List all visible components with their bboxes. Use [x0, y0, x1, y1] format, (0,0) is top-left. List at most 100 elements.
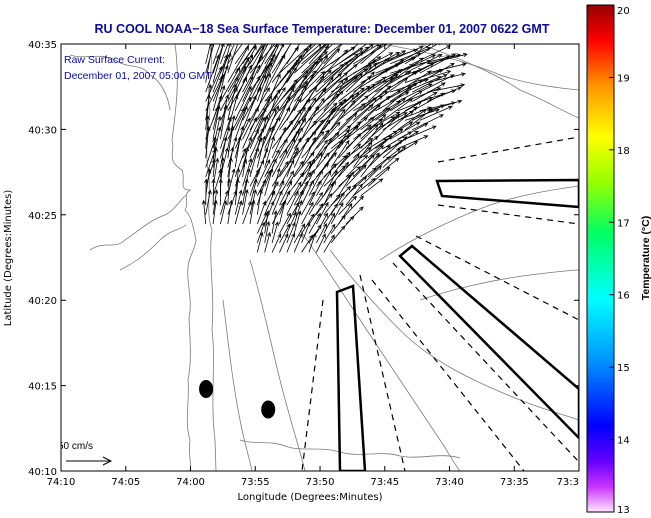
colorbar-tick-label: 13 [617, 505, 630, 516]
current-vector [375, 112, 408, 131]
y-axis-label: Latitude (Degrees:Minutes) [3, 190, 14, 327]
current-vector [293, 70, 326, 102]
current-vector [279, 44, 292, 64]
current-vector [360, 44, 385, 65]
current-vector [286, 44, 300, 65]
current-vector [293, 50, 328, 83]
current-vector [234, 45, 257, 83]
shipping-lane-southeast [398, 244, 579, 440]
current-vector [330, 161, 349, 187]
current-vector [301, 55, 328, 93]
current-vector [271, 233, 282, 253]
current-vector [293, 210, 302, 234]
colorbar-tick-label: 16 [617, 291, 630, 302]
current-vector [249, 189, 257, 215]
current-vector [323, 98, 347, 131]
current-vector [345, 154, 369, 178]
current-vector [338, 102, 366, 131]
current-vector [205, 44, 215, 74]
current-vector [389, 130, 420, 149]
current-vector [308, 102, 338, 131]
current-vector [234, 117, 251, 149]
current-vector [412, 82, 446, 102]
current-vector [419, 62, 455, 83]
current-vector [338, 44, 368, 65]
current-vector [419, 105, 453, 121]
current-vector [316, 222, 327, 244]
colorbar-tick-label: 17 [617, 218, 630, 229]
current-vector [242, 157, 253, 187]
current-vector [220, 126, 231, 159]
current-vector [412, 45, 452, 65]
y-tick-label: 40:10 [28, 467, 57, 478]
current-vector [360, 178, 384, 197]
current-vector [256, 159, 271, 187]
current-vector [412, 70, 452, 83]
current-vector [271, 210, 278, 234]
current-vector [367, 44, 393, 65]
current-vector [279, 44, 313, 74]
shipping-lane-north [435, 178, 579, 209]
y-axis: 40:35 40:30 40:25 40:20 40:15 40:10 [28, 40, 579, 478]
colorbar: 13 14 15 16 17 18 19 20 Temperature (°C) [586, 4, 651, 516]
current-vector [227, 44, 239, 74]
current-vector [316, 163, 337, 187]
current-vector [293, 160, 312, 187]
plot-area: 50 cm/s [58, 44, 579, 471]
current-vector [308, 44, 330, 74]
current-vector [293, 44, 317, 65]
current-vector [330, 139, 350, 168]
current-vector [345, 71, 375, 102]
x-tick-label: 74:05 [111, 477, 140, 488]
current-vector [345, 56, 382, 83]
current-vector [375, 157, 400, 178]
current-vector [286, 181, 302, 206]
current-vector [397, 135, 429, 149]
current-vector [404, 44, 441, 65]
current-vector [338, 195, 357, 215]
current-vector [338, 166, 362, 187]
current-vector [427, 52, 468, 65]
current-vector [220, 44, 229, 64]
current-vector [264, 44, 280, 74]
current-vector [404, 91, 438, 112]
x-tick-label: 73:50 [306, 477, 335, 488]
current-vector [212, 189, 219, 215]
x-axis: 74:10 74:05 74:00 73:55 73:50 73:45 73:40 73:35… [47, 44, 580, 488]
current-vector [412, 74, 448, 93]
current-vector [389, 57, 424, 83]
current-vector [330, 202, 344, 225]
current-vector [316, 212, 328, 234]
current-vector [205, 44, 211, 64]
current-vector [256, 221, 266, 244]
current-vector [256, 135, 266, 168]
current-vector [301, 131, 325, 159]
current-vector [397, 54, 436, 74]
current-vector [271, 87, 295, 121]
current-vector [397, 70, 432, 93]
scale-arrow-label: 50 cm/s [58, 441, 93, 452]
current-vector [286, 44, 322, 74]
current-vector [271, 44, 285, 65]
current-vector [330, 214, 346, 234]
current-vector [323, 44, 343, 65]
current-vector [249, 44, 276, 74]
current-vector [205, 83, 213, 121]
current-vector [367, 116, 396, 140]
current-vector [220, 116, 232, 149]
current-vector [264, 220, 271, 243]
colorbar-tick-label: 14 [617, 436, 630, 447]
inset-label-line1: Raw Surface Current: [64, 54, 165, 66]
colorbar-tick-label: 18 [617, 146, 630, 157]
shipping-lane-south [335, 284, 367, 471]
current-vector [286, 232, 296, 253]
x-axis-label: Longitude (Degrees:Minutes) [237, 492, 382, 503]
current-vector [212, 44, 221, 64]
colorbar-tick-label: 19 [617, 73, 630, 84]
y-tick-label: 40:15 [28, 382, 57, 393]
current-vector [271, 167, 281, 196]
current-vector [330, 151, 351, 178]
current-vector [367, 145, 392, 168]
y-tick-label: 40:25 [28, 211, 57, 222]
